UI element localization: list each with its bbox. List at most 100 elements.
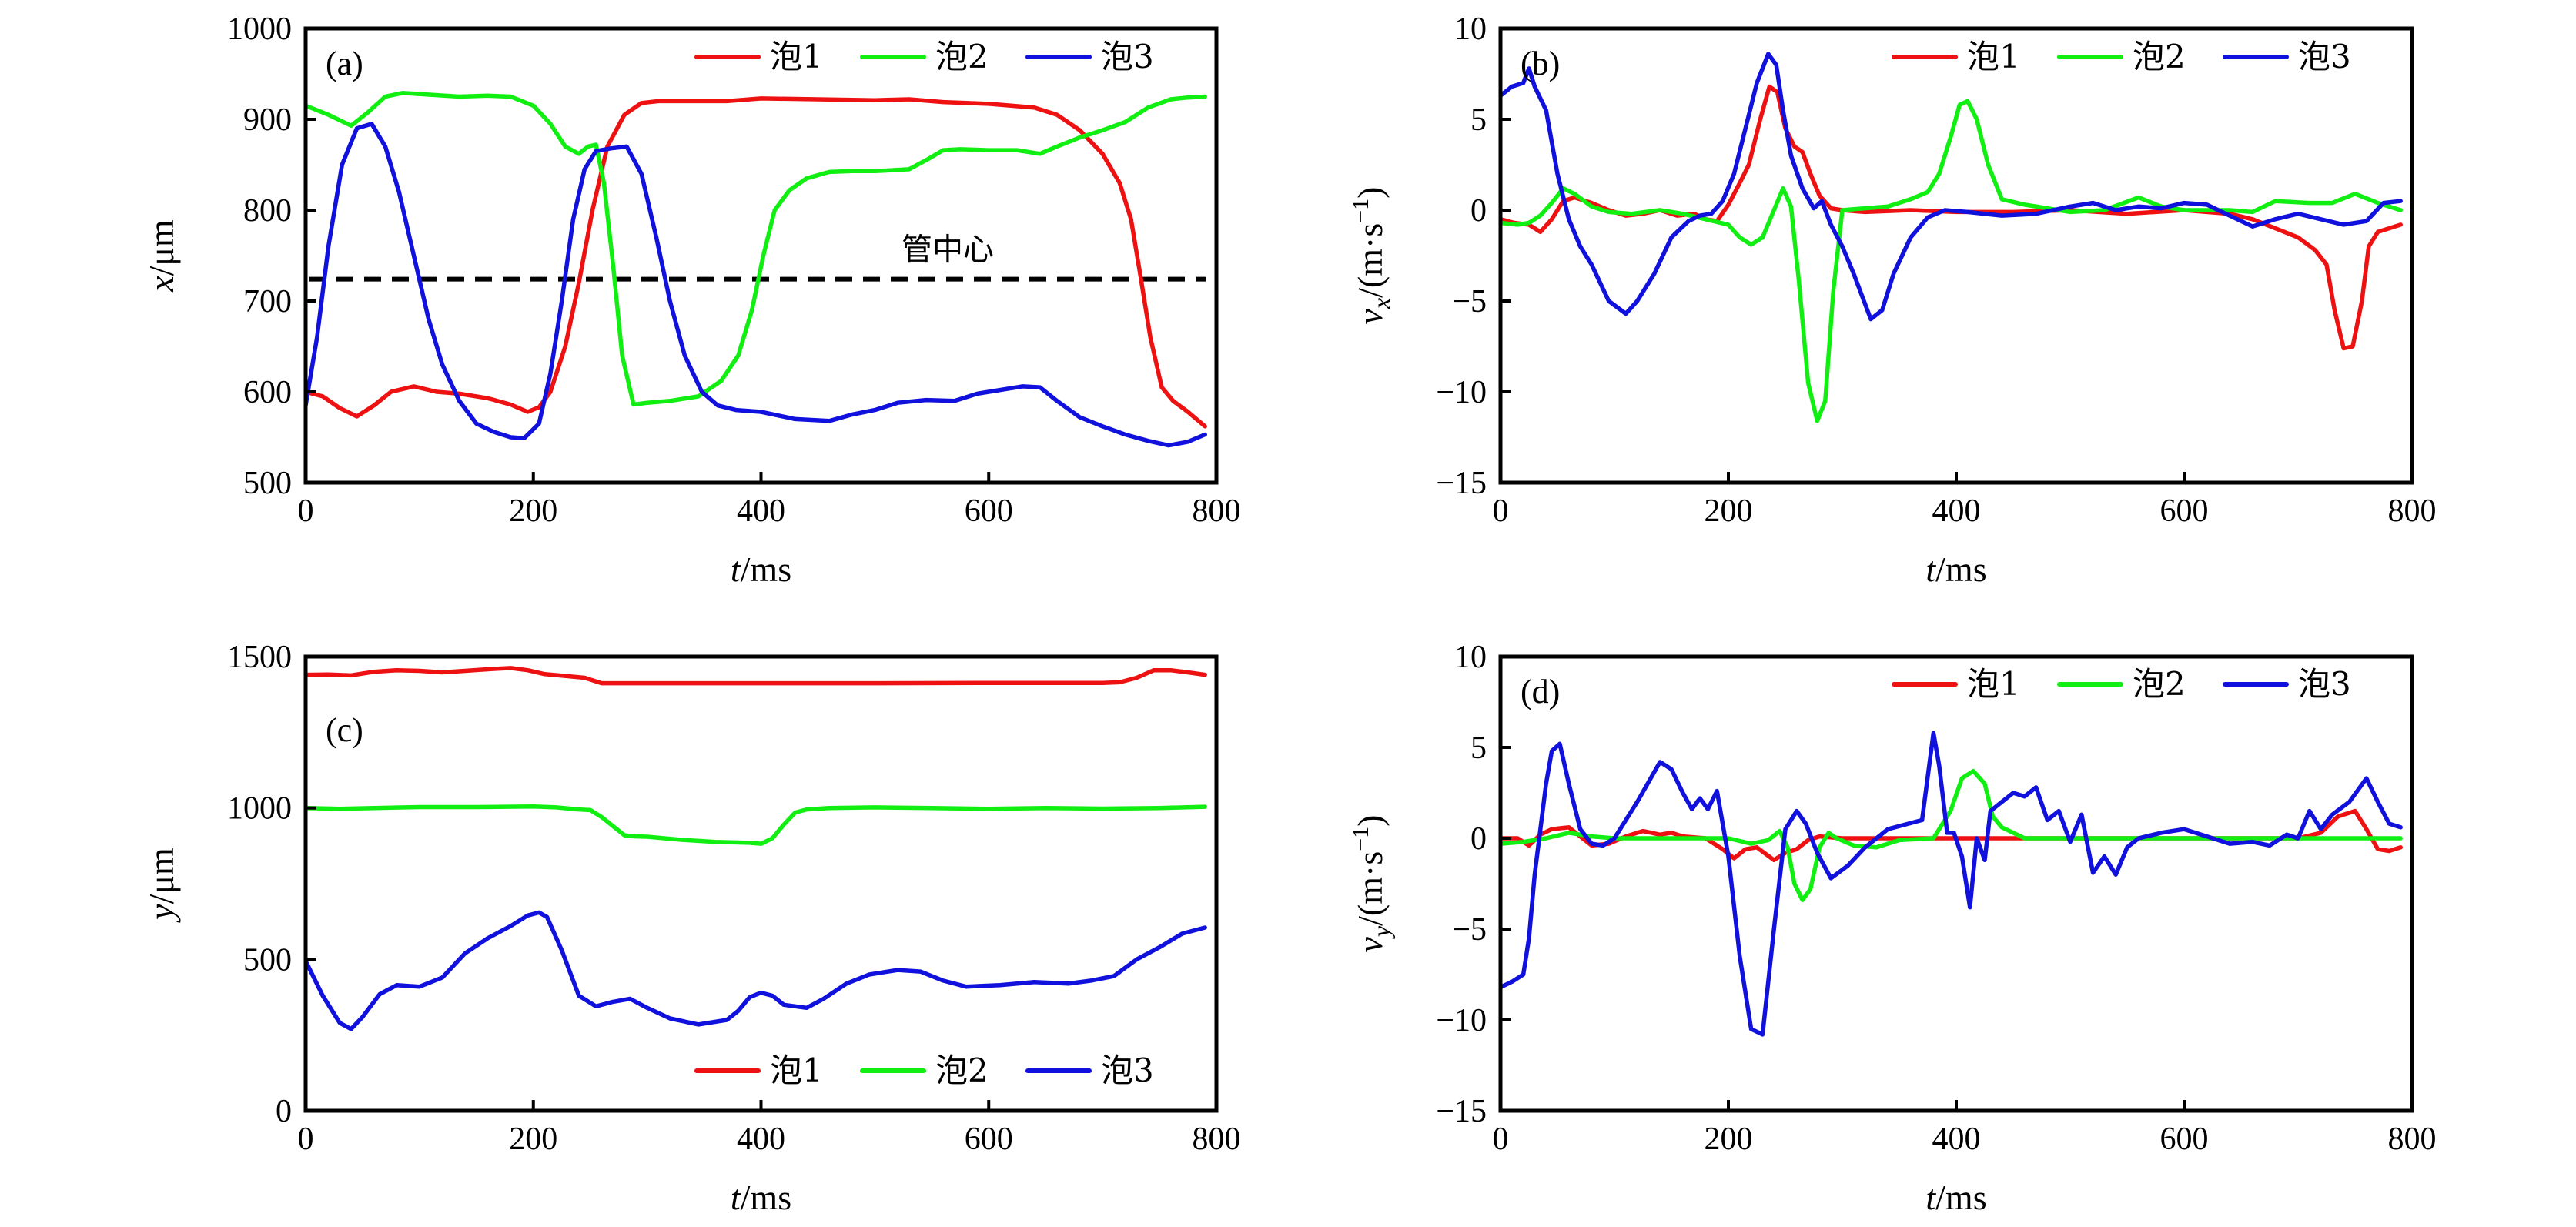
y-axis-unit: /(m·s	[1350, 223, 1390, 298]
x-tick-label: 400	[1932, 1122, 1981, 1157]
y-axis-var-subscript: y	[1367, 925, 1395, 939]
panel-b: 0 200 400 600 800 −15 −10 −5 0 5 10 t/ms vx/(m·s−1) (…	[1348, 12, 2437, 589]
y-tick-label: 5	[1470, 102, 1487, 138]
legend-label: 泡1	[1967, 38, 2020, 75]
legend-label: 泡2	[935, 1051, 989, 1089]
y-tick-label: 500	[243, 466, 292, 501]
y-tick-label: 700	[243, 284, 292, 319]
legend-label: 泡2	[2133, 38, 2186, 75]
y-tick-label: −10	[1436, 375, 1487, 410]
x-tick-label: 800	[2388, 493, 2437, 529]
y-tick-label: 800	[243, 193, 292, 229]
y-axis-unit-close: )	[1350, 815, 1390, 827]
legend-label: 泡3	[1101, 38, 1154, 75]
series-line-3	[306, 910, 1207, 1031]
legend-item-2: 泡2	[860, 1051, 989, 1089]
panel-label: (c)	[326, 711, 363, 749]
series-line-3	[1500, 52, 2403, 322]
x-tick-label: 400	[1932, 493, 1981, 529]
x-tick-label: 0	[1493, 493, 1509, 529]
y-tick-label: 1500	[227, 640, 292, 675]
y-tick-label: −15	[1436, 1094, 1487, 1129]
x-axis-label: t/ms	[1925, 1178, 1986, 1217]
legend-label: 泡3	[2298, 665, 2351, 703]
series-line-2	[1500, 99, 2403, 423]
y-tick-label: −5	[1452, 912, 1487, 948]
x-tick-label: 600	[2160, 493, 2209, 529]
x-axis-var: t	[731, 550, 741, 589]
x-tick-label: 0	[298, 493, 314, 529]
y-axis-label: vx/(m·s−1)	[1348, 187, 1395, 325]
y-axis-unit: /(m·s	[1350, 851, 1390, 926]
y-tick-label: 0	[1470, 821, 1487, 857]
legend-label: 泡1	[770, 38, 823, 75]
series-line-2	[1500, 768, 2403, 902]
x-tick-label: 200	[509, 493, 557, 529]
y-tick-label: 0	[1470, 193, 1487, 229]
panel-label: (a)	[326, 45, 363, 82]
plot-frame	[303, 654, 1219, 1113]
y-tick-label: 1000	[227, 791, 292, 827]
legend-label: 泡2	[935, 38, 989, 75]
x-axis-label: t/ms	[731, 1178, 791, 1217]
reference-line-label: 管中心	[902, 232, 994, 268]
series-line-3	[1500, 731, 2403, 1037]
legend-label: 泡1	[1967, 665, 2020, 703]
y-axis-var: v	[1350, 936, 1390, 952]
y-axis-var: v	[1350, 308, 1390, 324]
legend-item-3: 泡3	[2223, 665, 2351, 703]
y-axis-label: vy/(m·s−1)	[1348, 815, 1395, 953]
x-tick-label: 800	[2388, 1122, 2437, 1157]
legend-item-1: 泡1	[694, 1051, 823, 1089]
x-tick-label: 600	[965, 493, 1013, 529]
x-axis-unit: /ms	[1935, 550, 1986, 589]
y-tick-label: −5	[1452, 284, 1487, 319]
x-tick-label: 600	[965, 1122, 1013, 1157]
panel-label: (b)	[1521, 45, 1560, 82]
x-tick-label: 0	[1493, 1122, 1509, 1157]
legend-label: 泡3	[1101, 1051, 1154, 1089]
y-axis-unit-close: )	[1350, 187, 1390, 199]
y-tick-label: 1000	[227, 12, 292, 47]
y-tick-label: 10	[1454, 12, 1487, 47]
series-line-1	[1500, 808, 2403, 863]
x-tick-label: 800	[1193, 1122, 1241, 1157]
x-axis-var: t	[1925, 550, 1936, 589]
legend-item-2: 泡2	[2057, 38, 2186, 75]
x-tick-label: 400	[737, 1122, 785, 1157]
series-line-2	[306, 804, 1207, 846]
panel-label: (d)	[1521, 673, 1560, 710]
panel-a: 管中心 0 200 400 600 800 500 600 700 800 900 1000 t/ms x…	[142, 12, 1241, 589]
y-axis-label: y/μm	[142, 848, 181, 923]
y-axis-var: x	[142, 276, 181, 293]
y-axis-unit: /μm	[142, 219, 181, 276]
legend-item-1: 泡1	[1892, 38, 2020, 75]
series-line-1	[306, 666, 1207, 686]
x-axis-unit: /ms	[741, 550, 791, 589]
legend-item-2: 泡2	[860, 38, 989, 75]
legend-item-1: 泡1	[694, 38, 823, 75]
legend-item-3: 泡3	[2223, 38, 2351, 75]
x-tick-label: 200	[1705, 1122, 1753, 1157]
y-tick-label: 5	[1470, 731, 1487, 766]
legend-label: 泡3	[2298, 38, 2351, 75]
y-axis-label: x/μm	[142, 219, 181, 293]
panel-c: 0 200 400 600 800 0 500 1000 1500 t/ms y/μm (c) 泡1 泡2…	[142, 640, 1241, 1217]
plot-frame	[1498, 654, 2414, 1113]
legend-item-1: 泡1	[1892, 665, 2020, 703]
legend-item-3: 泡3	[1025, 38, 1154, 75]
panel-d: 0 200 400 600 800 −15 −10 −5 0 5 10 t/ms vy/(m·s−1) (…	[1348, 640, 2437, 1217]
y-axis-unit: /μm	[142, 848, 181, 904]
y-tick-label: −10	[1436, 1003, 1487, 1038]
plot-frame	[1498, 26, 2414, 485]
y-tick-label: −15	[1436, 466, 1487, 501]
x-tick-label: 0	[298, 1122, 314, 1157]
series-line-1	[306, 96, 1207, 429]
legend-label: 泡2	[2133, 665, 2186, 703]
series-line-3	[306, 122, 1207, 448]
x-axis-label: t/ms	[1925, 550, 1986, 589]
series-line-2	[306, 91, 1207, 407]
y-axis-var: y	[142, 904, 181, 923]
y-tick-label: 600	[243, 375, 292, 410]
